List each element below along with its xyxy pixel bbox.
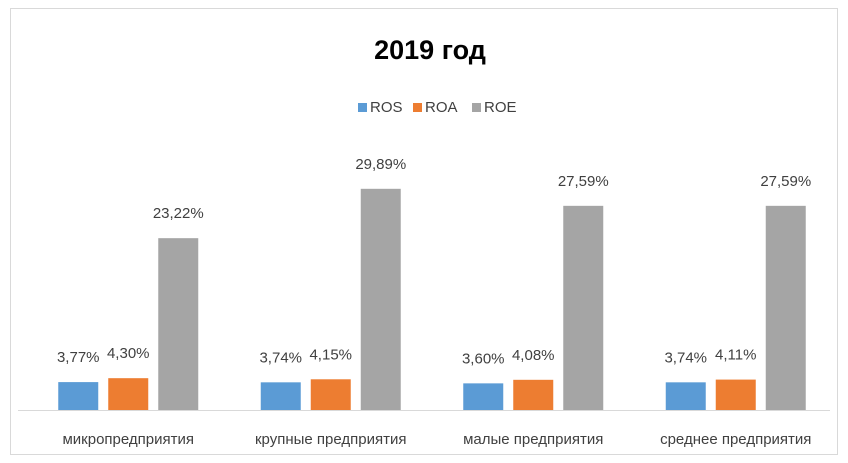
value-label: 27,59%: [558, 173, 609, 190]
value-label: 23,22%: [153, 205, 204, 222]
legend-label: ROE: [484, 99, 517, 116]
value-label: 4,30%: [107, 345, 150, 362]
chart-border: [10, 8, 838, 455]
bar: [58, 382, 99, 410]
bar: [563, 205, 604, 410]
value-label: 4,08%: [512, 347, 555, 364]
bar: [310, 379, 351, 410]
bar: [715, 379, 756, 410]
value-label: 4,11%: [715, 347, 756, 364]
value-label: 3,77%: [57, 349, 100, 366]
bar: [665, 382, 706, 410]
value-label: 3,60%: [462, 350, 505, 367]
bar: [108, 378, 149, 410]
value-label: 3,74%: [664, 349, 707, 366]
legend-label: ROA: [425, 99, 458, 116]
x-tick-label: микропредприятия: [62, 431, 194, 448]
bar: [158, 238, 199, 410]
value-label: 4,15%: [309, 346, 352, 363]
legend-label: ROS: [370, 99, 403, 116]
bar: [765, 205, 806, 410]
value-label: 3,74%: [259, 349, 302, 366]
chart-title: 2019 год: [374, 35, 486, 65]
legend-swatch: [413, 103, 422, 112]
value-label: 29,89%: [355, 156, 406, 173]
value-label: 27,59%: [760, 173, 811, 190]
x-tick-label: среднее предприятия: [660, 431, 811, 448]
x-tick-label: крупные предприятия: [255, 431, 407, 448]
bar: [260, 382, 301, 410]
bar: [360, 188, 401, 410]
legend-swatch: [472, 103, 481, 112]
bar: [463, 383, 504, 410]
x-tick-label: малые предприятия: [463, 431, 603, 448]
bar: [513, 379, 554, 410]
legend-swatch: [358, 103, 367, 112]
